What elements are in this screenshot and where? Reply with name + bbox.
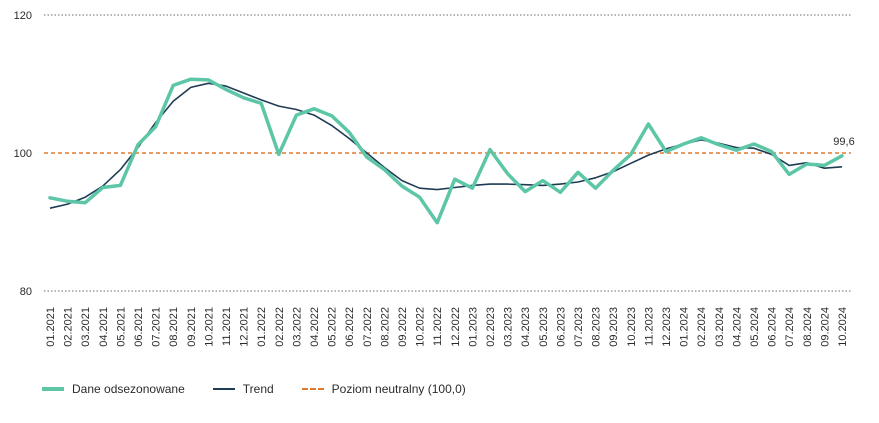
x-tick-label: 12.2022 — [450, 307, 462, 347]
x-tick-label: 10.2023 — [626, 307, 638, 347]
x-tick-label: 11.2021 — [221, 307, 233, 346]
legend-label-trend: Trend — [242, 382, 274, 396]
x-tick-label: 05.2024 — [749, 307, 761, 347]
x-tick-label: 07.2024 — [784, 307, 796, 347]
x-tick-label: 03.2024 — [714, 307, 726, 347]
x-tick-label: 04.2023 — [520, 307, 532, 347]
legend-label-sa: Dane odsezonowane — [72, 382, 185, 396]
x-tick-label: 08.2021 — [168, 307, 180, 347]
x-tick-label: 09.2021 — [186, 307, 198, 347]
legend-swatch-trend — [212, 388, 235, 390]
x-tick-label: 04.2024 — [731, 307, 743, 347]
x-tick-label: 05.2022 — [327, 307, 339, 347]
last-value-label: 99,6 — [833, 136, 854, 148]
x-tick-label: 01.2023 — [467, 307, 479, 347]
y-tick-label: 80 — [20, 286, 32, 298]
x-tick-label: 11.2023 — [643, 307, 655, 346]
x-tick-label: 01.2021 — [45, 307, 57, 347]
x-tick-label: 09.2023 — [608, 307, 620, 347]
x-tick-label: 03.2022 — [291, 307, 303, 347]
x-tick-label: 08.2023 — [591, 307, 603, 347]
legend-label-neutral: Poziom neutralny (100,0) — [331, 382, 466, 396]
x-tick-label: 04.2022 — [309, 307, 321, 347]
x-tick-label: 06.2022 — [344, 307, 356, 347]
x-tick-label: 12.2023 — [661, 307, 673, 347]
legend-swatch-sa — [42, 387, 64, 391]
x-tick-label: 02.2023 — [485, 307, 497, 347]
x-tick-label: 06.2023 — [555, 307, 567, 347]
x-tick-label: 08.2022 — [379, 307, 391, 347]
legend-swatch-neutral — [301, 388, 324, 390]
x-axis-ticks: 01.2021 02.2021 03.2021 04.2021 05.2021 06.20… — [45, 307, 849, 347]
legend: Dane odsezonowane Trend Poziom neutralny… — [42, 382, 494, 396]
x-tick-label: 07.2022 — [362, 307, 374, 347]
x-tick-label: 05.2021 — [115, 307, 127, 347]
x-tick-label: 07.2023 — [573, 307, 585, 347]
series-layer — [44, 77, 851, 225]
legend-item-trend: Trend — [212, 382, 274, 396]
x-tick-label: 03.2021 — [80, 307, 92, 347]
x-tick-label: 06.2021 — [133, 307, 145, 347]
x-tick-label: 05.2023 — [538, 307, 550, 347]
x-tick-label: 11.2022 — [432, 307, 444, 346]
x-tick-label: 02.2024 — [696, 307, 708, 347]
y-tick-label: 120 — [14, 10, 32, 22]
y-axis-ticks: 80 100 120 — [14, 10, 32, 298]
x-tick-label: 12.2021 — [239, 307, 251, 347]
x-tick-label: 03.2023 — [503, 307, 515, 347]
x-tick-label: 02.2021 — [63, 307, 75, 347]
gridlines — [44, 14, 851, 292]
annotation-layer: 99,6 — [833, 136, 854, 148]
x-tick-label: 06.2024 — [767, 307, 779, 347]
legend-item-sa: Dane odsezonowane — [42, 382, 185, 396]
x-tick-label: 01.2024 — [679, 307, 691, 347]
x-tick-label: 10.2022 — [415, 307, 427, 347]
y-tick-label: 100 — [14, 148, 32, 160]
x-tick-label: 02.2022 — [274, 307, 286, 347]
x-tick-label: 04.2021 — [98, 307, 110, 347]
legend-item-neutral: Poziom neutralny (100,0) — [301, 382, 466, 396]
x-tick-label: 08.2024 — [802, 307, 814, 347]
x-tick-label: 10.2021 — [203, 307, 215, 347]
x-tick-label: 10.2024 — [837, 307, 849, 347]
series-line-dane-odsezonowane — [48, 77, 844, 225]
x-tick-label: 09.2022 — [397, 307, 409, 347]
x-tick-label: 01.2022 — [256, 307, 268, 347]
x-tick-label: 09.2024 — [819, 307, 831, 347]
x-tick-label: 07.2021 — [151, 307, 163, 347]
